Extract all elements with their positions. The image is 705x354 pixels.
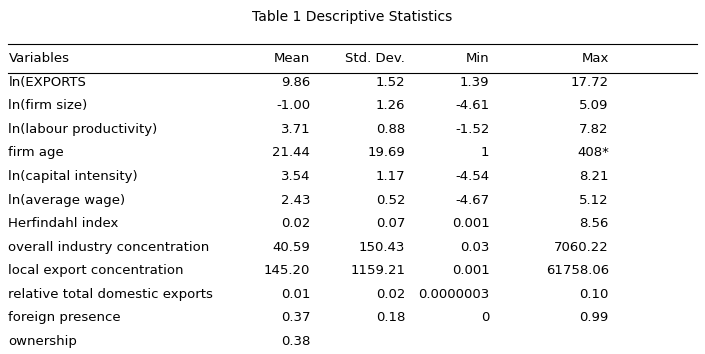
Text: -4.61: -4.61 [455, 99, 489, 112]
Text: 21.44: 21.44 [273, 147, 310, 159]
Text: foreign presence: foreign presence [8, 311, 121, 324]
Text: 7060.22: 7060.22 [554, 241, 609, 253]
Text: ln(average wage): ln(average wage) [8, 194, 125, 206]
Text: 9.86: 9.86 [281, 76, 310, 89]
Text: ownership: ownership [8, 335, 78, 348]
Text: ln(capital intensity): ln(capital intensity) [8, 170, 138, 183]
Text: -1.00: -1.00 [276, 99, 310, 112]
Text: -4.54: -4.54 [455, 170, 489, 183]
Text: 7.82: 7.82 [580, 123, 609, 136]
Text: 5.09: 5.09 [580, 99, 609, 112]
Text: Herfindahl index: Herfindahl index [8, 217, 118, 230]
Text: 1.17: 1.17 [376, 170, 405, 183]
Text: 0.001: 0.001 [452, 217, 489, 230]
Text: 3.71: 3.71 [281, 123, 310, 136]
Text: 0.18: 0.18 [376, 311, 405, 324]
Text: 0.03: 0.03 [460, 241, 489, 253]
Text: relative total domestic exports: relative total domestic exports [8, 288, 214, 301]
Text: Mean: Mean [274, 52, 310, 65]
Text: Min: Min [466, 52, 489, 65]
Text: 0.02: 0.02 [281, 217, 310, 230]
Text: Variables: Variables [8, 52, 69, 65]
Text: 150.43: 150.43 [359, 241, 405, 253]
Text: Max: Max [582, 52, 609, 65]
Text: ln(labour productivity): ln(labour productivity) [8, 123, 158, 136]
Text: 0.01: 0.01 [281, 288, 310, 301]
Text: 17.72: 17.72 [570, 76, 609, 89]
Text: 1.26: 1.26 [376, 99, 405, 112]
Text: Table 1 Descriptive Statistics: Table 1 Descriptive Statistics [252, 10, 453, 24]
Text: 0.52: 0.52 [376, 194, 405, 206]
Text: 0.0000003: 0.0000003 [418, 288, 489, 301]
Text: 1.39: 1.39 [460, 76, 489, 89]
Text: 145.20: 145.20 [264, 264, 310, 277]
Text: ln(firm size): ln(firm size) [8, 99, 87, 112]
Text: 61758.06: 61758.06 [546, 264, 609, 277]
Text: 1159.21: 1159.21 [350, 264, 405, 277]
Text: 0.07: 0.07 [376, 217, 405, 230]
Text: 40.59: 40.59 [273, 241, 310, 253]
Text: overall industry concentration: overall industry concentration [8, 241, 209, 253]
Text: 408*: 408* [577, 147, 609, 159]
Text: ln(EXPORTS: ln(EXPORTS [8, 76, 86, 89]
Text: firm age: firm age [8, 147, 64, 159]
Text: 8.21: 8.21 [580, 170, 609, 183]
Text: 0.38: 0.38 [281, 335, 310, 348]
Text: 0: 0 [481, 311, 489, 324]
Text: 2.43: 2.43 [281, 194, 310, 206]
Text: 0.02: 0.02 [376, 288, 405, 301]
Text: 0.001: 0.001 [452, 264, 489, 277]
Text: Std. Dev.: Std. Dev. [345, 52, 405, 65]
Text: -1.52: -1.52 [455, 123, 489, 136]
Text: 5.12: 5.12 [580, 194, 609, 206]
Text: 19.69: 19.69 [367, 147, 405, 159]
Text: 1: 1 [481, 147, 489, 159]
Text: 8.56: 8.56 [580, 217, 609, 230]
Text: 1.52: 1.52 [376, 76, 405, 89]
Text: local export concentration: local export concentration [8, 264, 184, 277]
Text: 0.88: 0.88 [376, 123, 405, 136]
Text: 0.99: 0.99 [580, 311, 609, 324]
Text: 3.54: 3.54 [281, 170, 310, 183]
Text: -4.67: -4.67 [455, 194, 489, 206]
Text: 0.37: 0.37 [281, 311, 310, 324]
Text: 0.10: 0.10 [580, 288, 609, 301]
